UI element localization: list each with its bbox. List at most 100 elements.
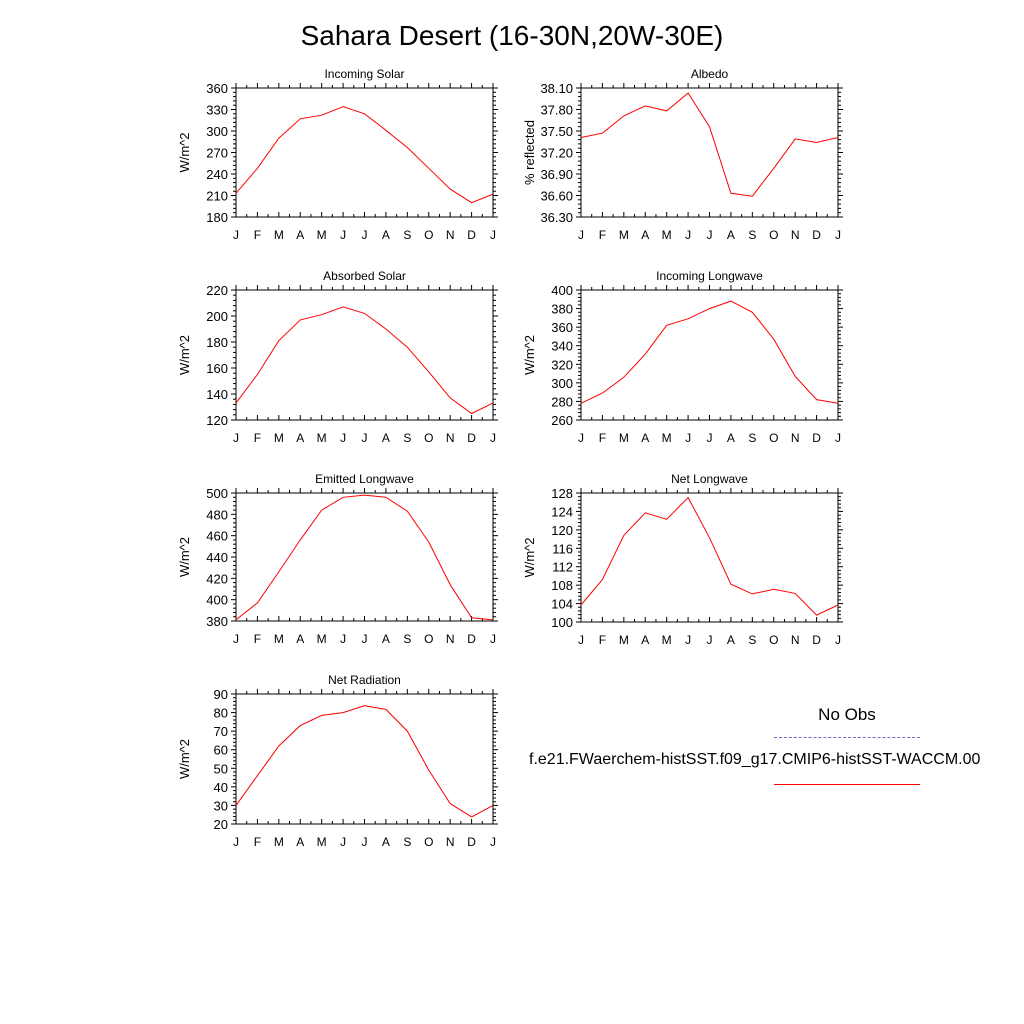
x-tick-label: J <box>685 633 691 647</box>
y-tick-label: 108 <box>551 578 573 593</box>
y-tick-label: 37.80 <box>540 103 573 118</box>
x-tick-label: J <box>578 633 584 647</box>
plot-frame <box>235 492 494 622</box>
series-line <box>580 92 839 197</box>
x-tick-label: A <box>641 228 649 242</box>
x-tick-label: M <box>619 633 629 647</box>
x-tick-label: S <box>403 228 411 242</box>
panel-title: Incoming Solar <box>324 67 404 81</box>
x-tick-label: J <box>362 835 368 849</box>
y-tick-label: 210 <box>206 189 228 204</box>
x-tick-label: N <box>791 228 800 242</box>
y-tick-label: 320 <box>551 357 573 372</box>
x-tick-label: J <box>578 228 584 242</box>
x-tick-label: A <box>296 228 304 242</box>
y-tick-label: 380 <box>206 614 228 629</box>
y-tick-label: 36.60 <box>540 189 573 204</box>
y-tick-label: 330 <box>206 103 228 118</box>
x-tick-label: O <box>424 228 433 242</box>
y-tick-label: 420 <box>206 571 228 586</box>
x-tick-label: J <box>233 632 239 646</box>
x-tick-label: J <box>835 228 841 242</box>
plot-frame <box>235 693 494 825</box>
x-tick-label: O <box>769 431 778 445</box>
x-tick-label: F <box>254 228 261 242</box>
x-tick-label: D <box>467 632 476 646</box>
y-tick-label: 40 <box>214 780 228 795</box>
x-tick-label: F <box>599 431 606 445</box>
y-tick-label: 140 <box>206 387 228 402</box>
x-tick-label: N <box>791 633 800 647</box>
y-axis-label: W/m^2 <box>177 335 192 375</box>
x-tick-label: J <box>835 431 841 445</box>
y-tick-label: 37.20 <box>540 146 573 161</box>
x-tick-label: N <box>446 835 455 849</box>
y-tick-label: 220 <box>206 283 228 298</box>
y-tick-label: 300 <box>206 124 228 139</box>
series-line <box>580 496 839 616</box>
x-tick-label: A <box>382 228 390 242</box>
x-tick-label: J <box>490 228 496 242</box>
x-tick-label: J <box>340 835 346 849</box>
y-tick-label: 160 <box>206 361 228 376</box>
x-tick-label: J <box>362 632 368 646</box>
x-tick-label: A <box>382 835 390 849</box>
y-axis-label: W/m^2 <box>177 739 192 779</box>
y-tick-label: 120 <box>206 413 228 428</box>
y-tick-label: 400 <box>551 283 573 298</box>
x-tick-label: J <box>707 431 713 445</box>
x-tick-label: J <box>707 228 713 242</box>
y-tick-label: 360 <box>551 320 573 335</box>
x-tick-label: S <box>748 633 756 647</box>
x-tick-label: M <box>619 431 629 445</box>
plot-frame <box>235 87 494 218</box>
x-tick-label: N <box>791 431 800 445</box>
x-tick-label: O <box>424 431 433 445</box>
x-tick-label: F <box>254 835 261 849</box>
y-axis-label: W/m^2 <box>522 537 537 577</box>
plot-frame <box>580 289 839 421</box>
x-tick-label: M <box>317 431 327 445</box>
y-tick-label: 300 <box>551 376 573 391</box>
panel-title: Net Radiation <box>328 673 401 687</box>
y-tick-label: 380 <box>551 302 573 317</box>
y-tick-label: 480 <box>206 507 228 522</box>
x-tick-label: S <box>403 632 411 646</box>
x-tick-label: J <box>490 835 496 849</box>
legend-obs-line <box>774 737 920 738</box>
x-tick-label: A <box>382 431 390 445</box>
x-tick-label: M <box>662 633 672 647</box>
series-line <box>235 306 494 415</box>
y-tick-label: 360 <box>206 81 228 96</box>
x-tick-label: D <box>812 228 821 242</box>
x-tick-label: S <box>403 431 411 445</box>
series-line <box>235 705 494 818</box>
y-tick-label: 36.90 <box>540 167 573 182</box>
plot-frame <box>580 492 839 623</box>
x-tick-label: A <box>296 835 304 849</box>
y-tick-label: 112 <box>552 560 573 575</box>
y-tick-label: 400 <box>206 593 228 608</box>
page-title: Sahara Desert (16-30N,20W-30E) <box>300 20 724 51</box>
x-tick-label: J <box>685 228 691 242</box>
series-line <box>235 106 494 204</box>
x-tick-label: F <box>254 431 261 445</box>
y-tick-label: 90 <box>214 687 228 702</box>
y-tick-label: 340 <box>551 339 573 354</box>
x-tick-label: J <box>233 431 239 445</box>
y-tick-label: 116 <box>552 541 573 556</box>
y-tick-label: 180 <box>206 335 228 350</box>
x-tick-label: A <box>296 632 304 646</box>
x-tick-label: S <box>748 228 756 242</box>
x-tick-label: F <box>254 632 261 646</box>
x-tick-label: M <box>274 228 284 242</box>
y-tick-label: 100 <box>551 615 573 630</box>
x-tick-label: F <box>599 228 606 242</box>
legend-model-line <box>774 784 920 785</box>
x-tick-label: J <box>233 228 239 242</box>
x-tick-label: A <box>641 633 649 647</box>
y-tick-label: 20 <box>214 817 228 832</box>
x-tick-label: O <box>769 633 778 647</box>
x-tick-label: J <box>233 835 239 849</box>
